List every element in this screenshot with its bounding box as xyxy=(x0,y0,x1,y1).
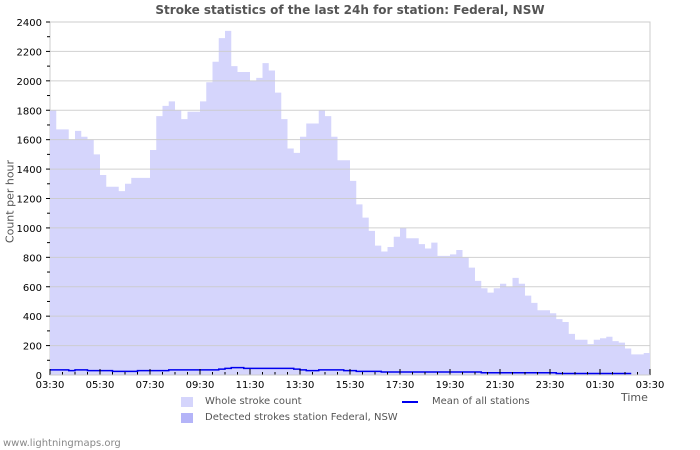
chart-title: Stroke statistics of the last 24h for st… xyxy=(155,3,545,17)
svg-text:600: 600 xyxy=(23,283,42,294)
legend-whole-stroke: Whole stroke count xyxy=(181,396,302,407)
svg-text:1200: 1200 xyxy=(17,195,42,206)
svg-text:2000: 2000 xyxy=(17,77,42,88)
svg-text:03:30: 03:30 xyxy=(36,380,65,391)
svg-text:1800: 1800 xyxy=(17,106,42,117)
svg-text:01:30: 01:30 xyxy=(586,380,615,391)
legend-detected-strokes: Detected strokes station Federal, NSW xyxy=(181,412,398,423)
svg-text:17:30: 17:30 xyxy=(386,380,415,391)
mean-line xyxy=(50,366,632,375)
svg-text:07:30: 07:30 xyxy=(136,380,165,391)
svg-text:2200: 2200 xyxy=(17,47,42,58)
legend-label-mean: Mean of all stations xyxy=(432,396,530,407)
legend-label-whole: Whole stroke count xyxy=(205,396,302,407)
svg-text:15:30: 15:30 xyxy=(336,380,365,391)
footer-site-link[interactable]: www.lightningmaps.org xyxy=(3,438,121,449)
whole-stroke-area xyxy=(50,30,650,375)
svg-text:1400: 1400 xyxy=(17,165,42,176)
svg-text:1600: 1600 xyxy=(17,136,42,147)
svg-text:11:30: 11:30 xyxy=(236,380,265,391)
svg-text:0: 0 xyxy=(36,371,42,382)
legend-swatch-whole xyxy=(181,396,193,407)
svg-text:05:30: 05:30 xyxy=(86,380,115,391)
svg-text:400: 400 xyxy=(23,312,42,323)
svg-text:1000: 1000 xyxy=(17,224,42,235)
svg-text:19:30: 19:30 xyxy=(436,380,465,391)
svg-text:200: 200 xyxy=(23,342,42,353)
svg-text:21:30: 21:30 xyxy=(486,380,515,391)
y-axis-label: Count per hour xyxy=(3,159,17,244)
svg-text:13:30: 13:30 xyxy=(286,380,315,391)
svg-text:09:30: 09:30 xyxy=(186,380,215,391)
legend-swatch-detected xyxy=(181,412,193,423)
svg-text:03:30: 03:30 xyxy=(636,380,665,391)
svg-text:2400: 2400 xyxy=(17,18,42,29)
svg-text:23:30: 23:30 xyxy=(536,380,565,391)
legend-swatch-mean xyxy=(402,400,418,403)
legend-mean: Mean of all stations xyxy=(402,396,530,407)
x-axis-label: Time xyxy=(621,391,648,404)
legend-label-detected: Detected strokes station Federal, NSW xyxy=(205,412,398,423)
svg-text:800: 800 xyxy=(23,253,42,264)
